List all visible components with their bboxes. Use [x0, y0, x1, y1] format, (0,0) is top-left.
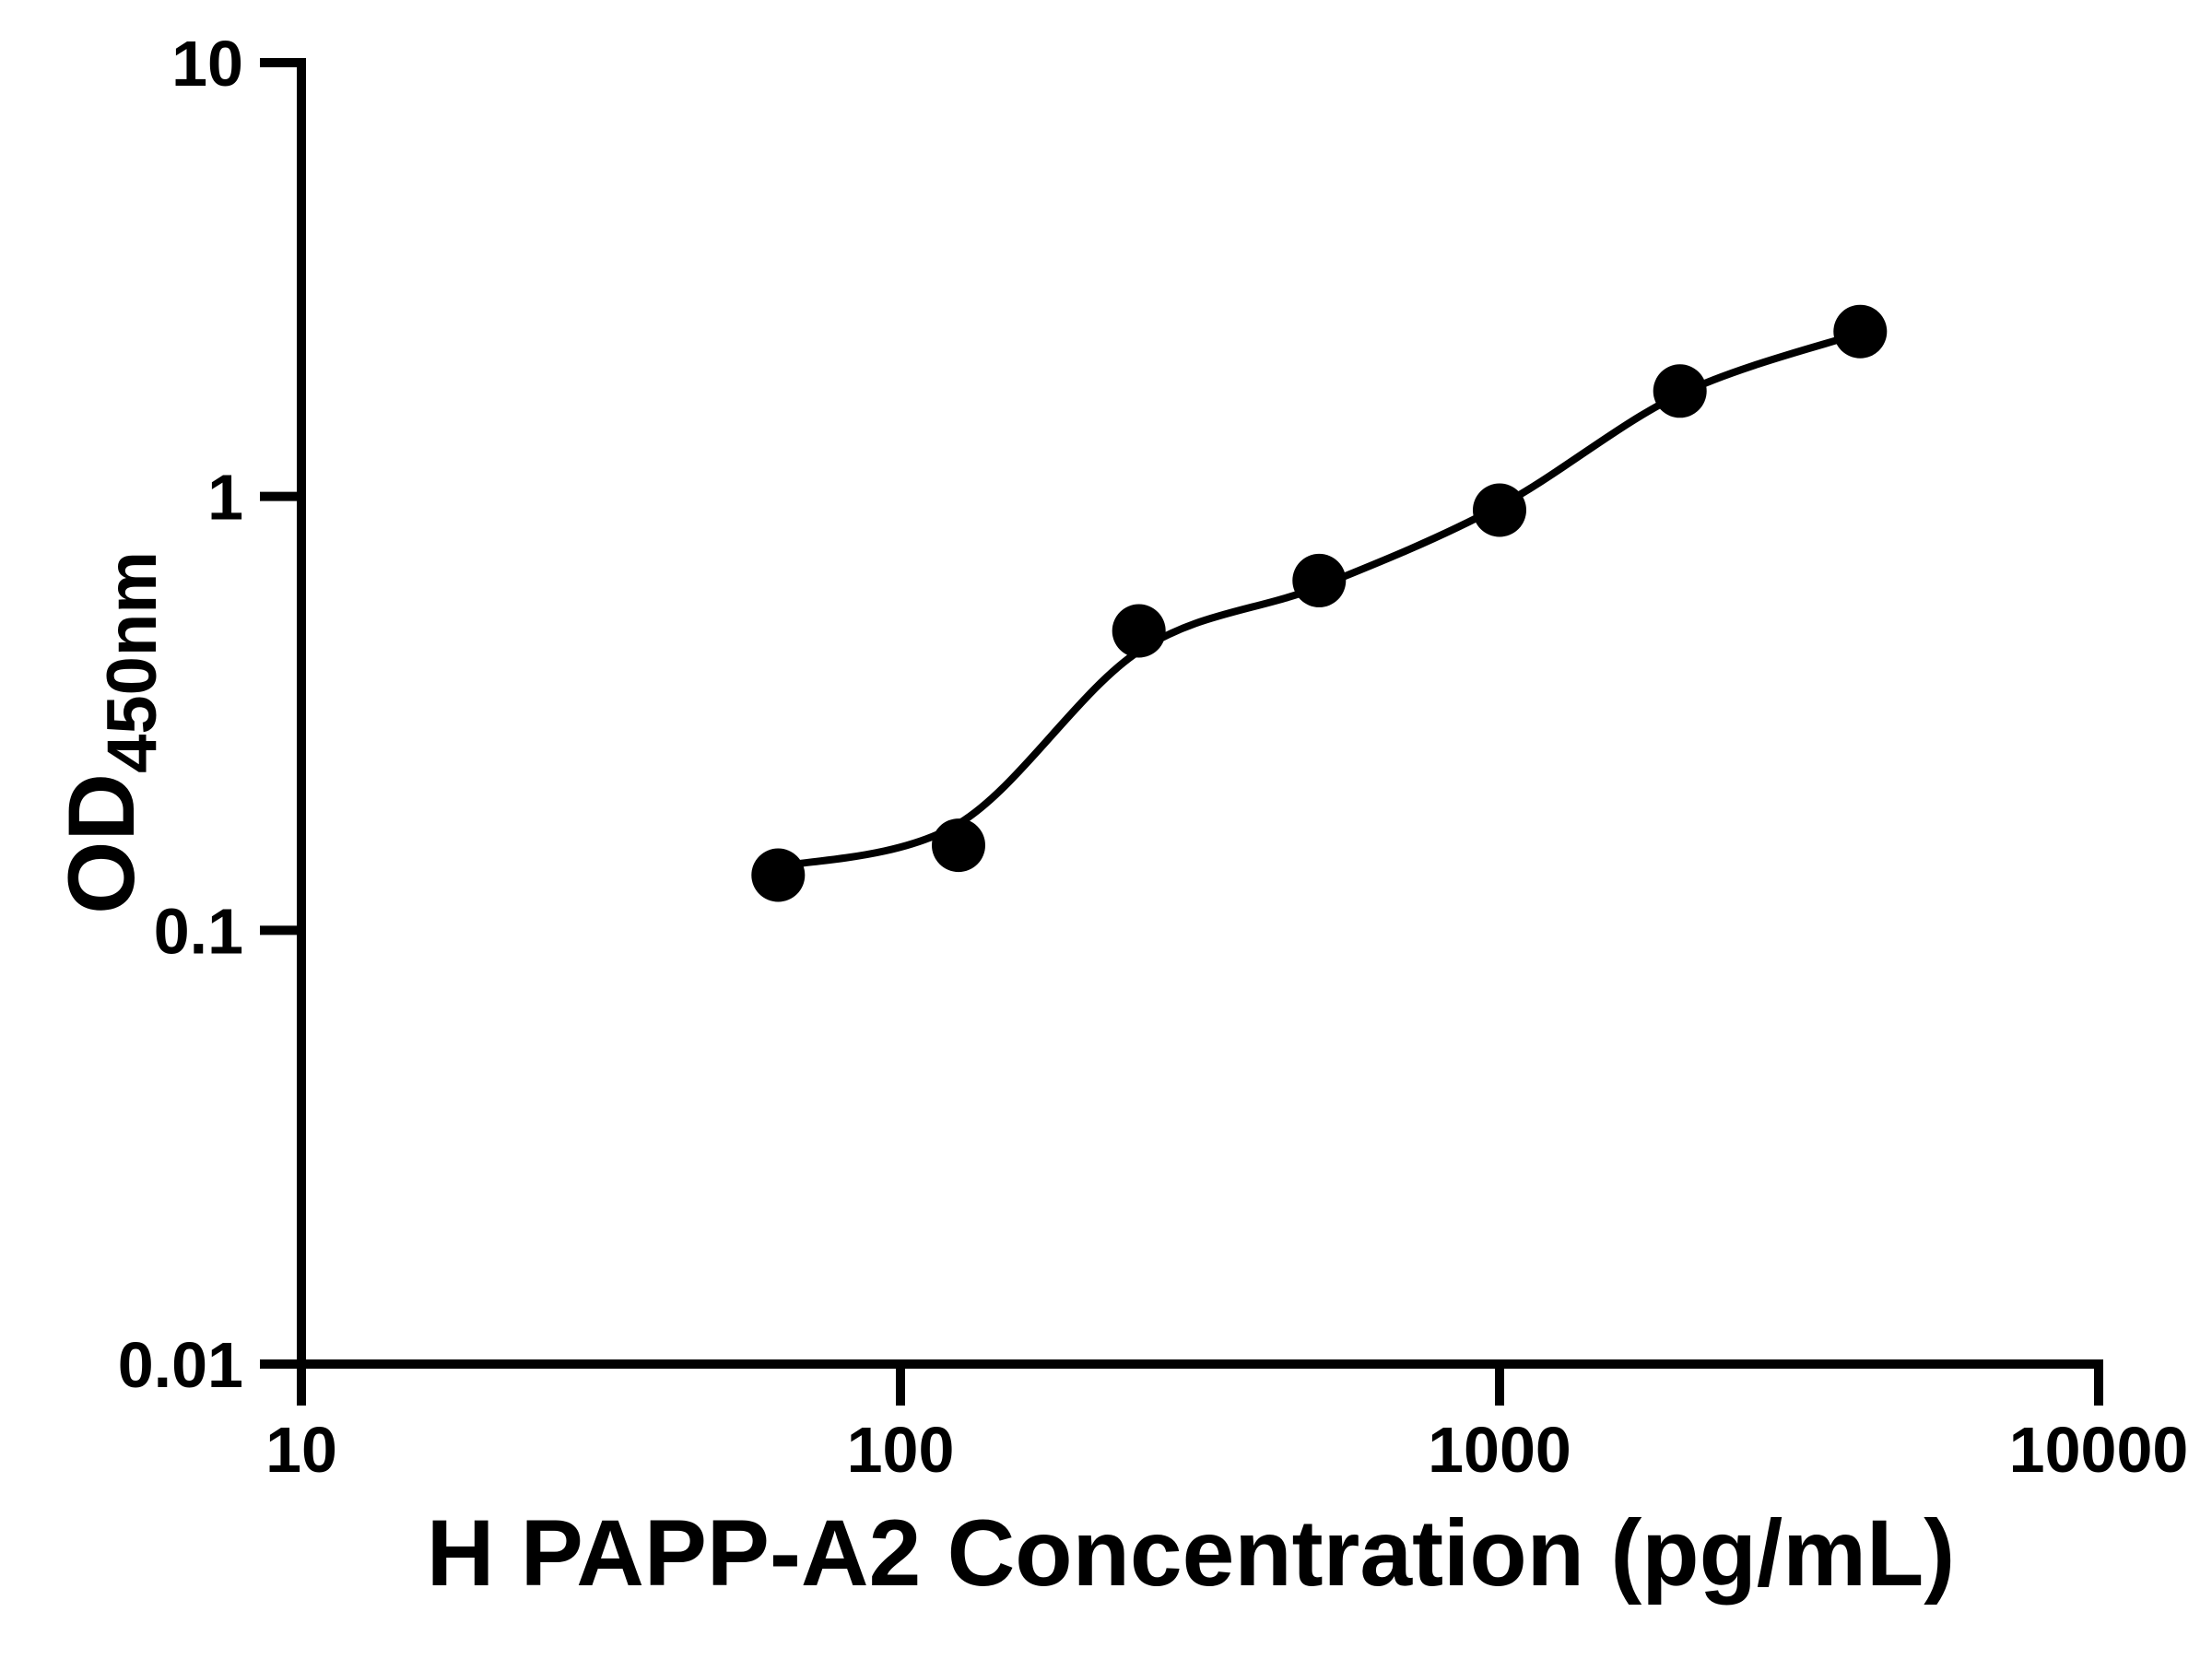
x-tick-label: 10: [265, 1414, 337, 1486]
x-tick-label: 1000: [1428, 1414, 1571, 1486]
y-axis-title-sub: 450nm: [93, 551, 171, 773]
y-tick-label: 10: [171, 28, 243, 100]
y-axis-title-main: OD: [49, 773, 154, 914]
data-point: [1112, 604, 1166, 658]
y-tick-label: 1: [207, 462, 243, 534]
x-tick-label: 100: [847, 1414, 955, 1486]
x-tick-label: 10000: [2009, 1414, 2189, 1486]
data-point: [1833, 304, 1888, 359]
data-point: [1473, 483, 1526, 537]
x-axis-title: H PAPP-A2 Concentration (pg/mL): [427, 1500, 1955, 1606]
y-tick-label: 0.1: [154, 895, 243, 967]
data-point: [1292, 553, 1347, 607]
data-point: [751, 848, 806, 902]
chart-plot-area: 10 100 1000 10000 10 1 0.1 0.01: [118, 28, 2189, 1486]
y-tick-label: 0.01: [118, 1329, 243, 1401]
data-point: [1653, 364, 1707, 418]
data-point: [932, 818, 985, 873]
y-axis-title: OD450nm: [49, 551, 171, 914]
